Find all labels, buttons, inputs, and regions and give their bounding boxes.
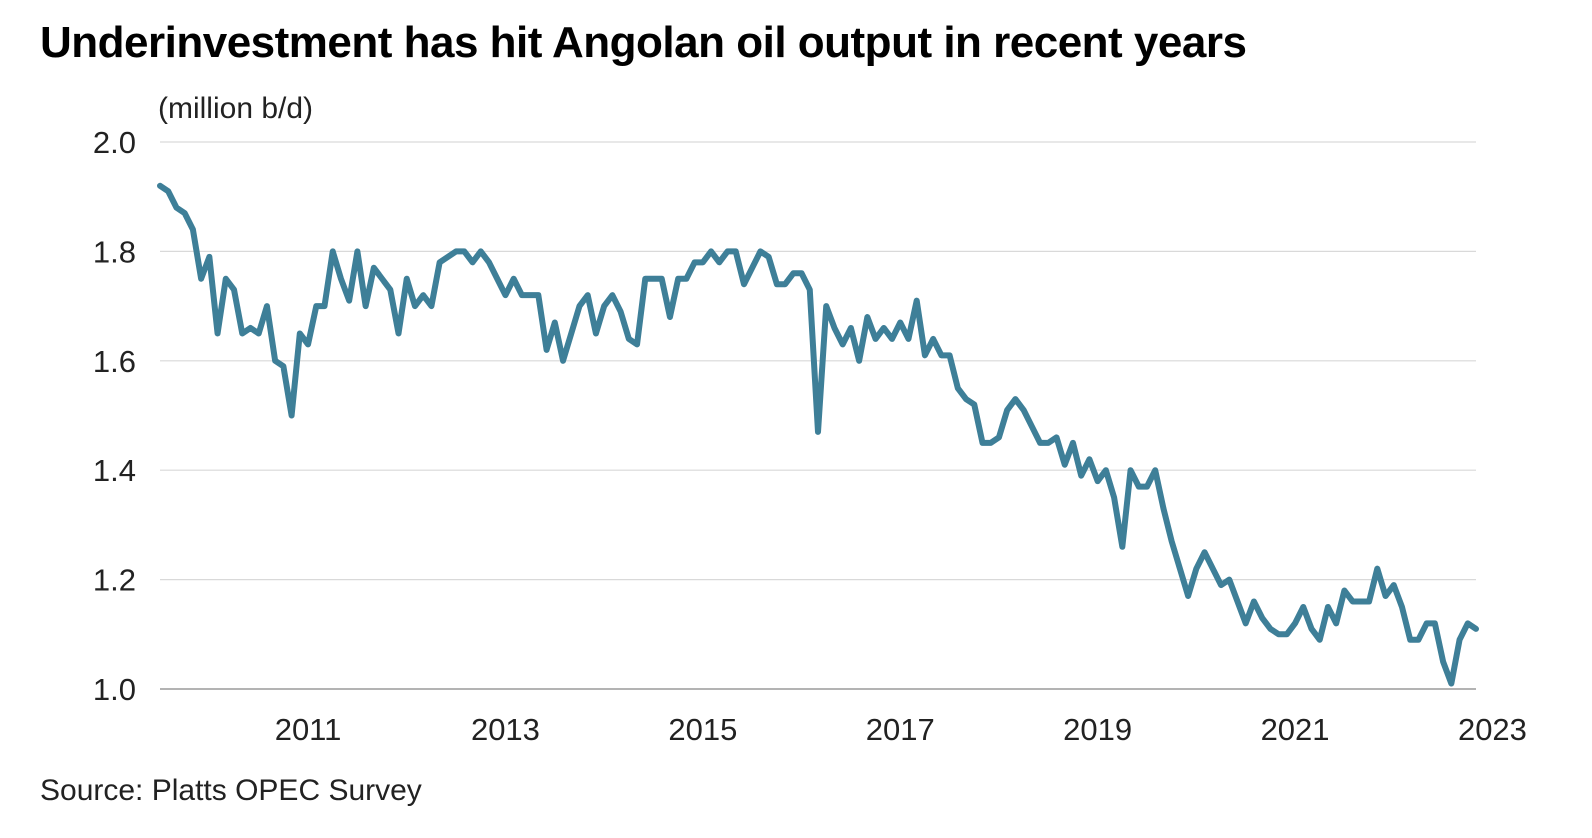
y-tick-label: 1.8 xyxy=(93,234,136,269)
y-tick-label: 2.0 xyxy=(93,125,136,160)
x-axis-ticks: 2011 2013 2015 2017 2019 2021 2023 xyxy=(275,712,1527,747)
y-tick-label: 1.6 xyxy=(93,344,136,379)
y-tick-label: 1.0 xyxy=(93,672,136,707)
y-tick-label: 1.2 xyxy=(93,563,136,598)
x-tick-label: 2013 xyxy=(471,712,540,747)
x-tick-label: 2023 xyxy=(1458,712,1527,747)
y-tick-label: 1.4 xyxy=(93,453,136,488)
y-axis-unit-label: (million b/d) xyxy=(158,92,314,125)
series-line xyxy=(157,182,1479,687)
gridlines xyxy=(160,141,1476,690)
source-note: Source: Platts OPEC Survey xyxy=(40,774,422,807)
y-axis-ticks: 1.0 1.2 1.4 1.6 1.8 2.0 xyxy=(93,125,136,707)
x-tick-label: 2019 xyxy=(1063,712,1132,747)
x-tick-label: 2021 xyxy=(1261,712,1330,747)
x-tick-label: 2015 xyxy=(668,712,737,747)
chart-title: Underinvestment has hit Angolan oil outp… xyxy=(40,18,1247,67)
x-tick-label: 2011 xyxy=(275,712,342,747)
x-tick-label: 2017 xyxy=(866,712,935,747)
